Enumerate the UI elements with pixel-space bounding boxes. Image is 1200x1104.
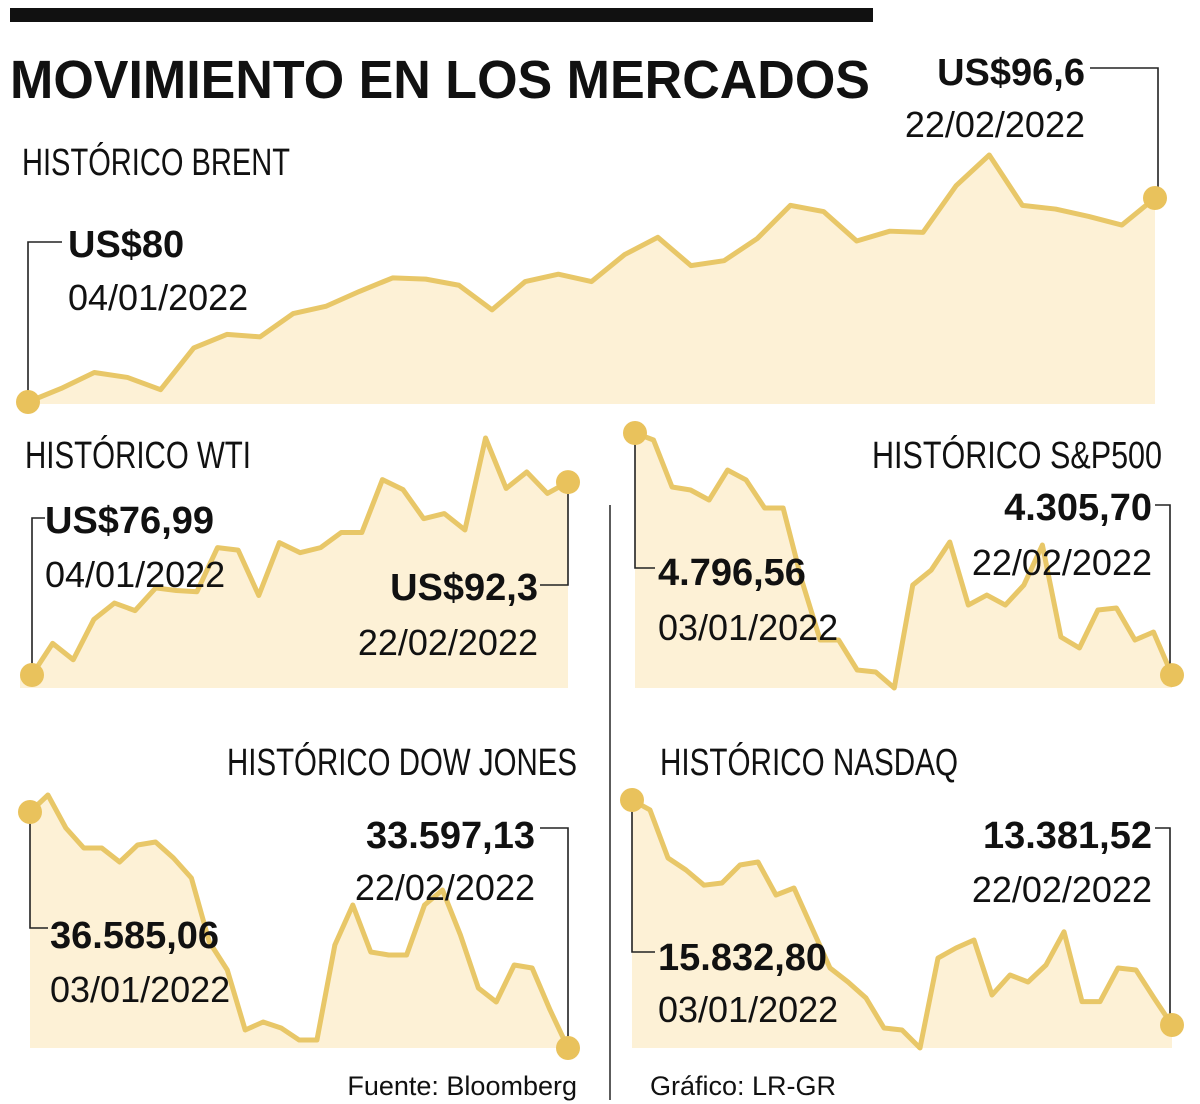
leader-line [540, 827, 569, 1048]
date-label: 22/02/2022 [355, 867, 535, 908]
chart-title: HISTÓRICO BRENT [22, 141, 290, 184]
leader-line [1155, 827, 1171, 1025]
leader-line [1155, 504, 1171, 675]
value-label: US$80 [68, 224, 184, 266]
end-dot [1160, 1013, 1184, 1038]
chart-title: HISTÓRICO DOW JONES [227, 741, 577, 784]
leader-line [27, 241, 62, 402]
date-label: 04/01/2022 [68, 277, 248, 318]
area-fill [20, 155, 1155, 404]
leader-line [31, 517, 45, 675]
price-line [28, 792, 571, 1050]
area-fill [30, 795, 568, 1048]
end-dot [556, 470, 580, 495]
date-label: 04/01/2022 [45, 554, 225, 595]
date-label: 22/02/2022 [905, 104, 1085, 145]
date-label: 22/02/2022 [358, 622, 538, 663]
area-fill [635, 433, 1172, 688]
end-dot [20, 663, 44, 687]
credit: Gráfico: LR-GR [650, 1071, 836, 1101]
top-rule [10, 8, 873, 22]
end-dot [556, 1036, 580, 1060]
value-label: US$96,6 [937, 52, 1085, 94]
price-line [634, 430, 1175, 691]
end-dot [16, 390, 40, 414]
price-line [630, 797, 1175, 1051]
leader-line [540, 482, 569, 586]
value-label: 15.832,80 [658, 937, 827, 979]
end-dot [623, 421, 647, 445]
date-label: 03/01/2022 [658, 989, 838, 1030]
leader-line [634, 433, 655, 569]
date-label: 22/02/2022 [972, 869, 1152, 910]
value-label: 33.597,13 [366, 815, 535, 857]
value-label: 4.796,56 [658, 552, 806, 594]
date-label: 03/01/2022 [658, 607, 838, 648]
value-label: US$76,99 [45, 500, 214, 542]
area-fill [20, 438, 568, 688]
end-dot [1160, 663, 1184, 688]
end-dot [620, 788, 644, 812]
value-label: 4.305,70 [1004, 487, 1152, 529]
chart-title: HISTÓRICO WTI [25, 434, 251, 477]
chart-title: HISTÓRICO S&P500 [872, 434, 1162, 477]
value-label: 36.585,06 [50, 915, 219, 957]
price-line [27, 152, 1157, 405]
date-label: 03/01/2022 [50, 969, 230, 1010]
value-label: 13.381,52 [983, 815, 1152, 857]
leader-line [29, 812, 48, 929]
area-fill [632, 800, 1172, 1048]
end-dot [1143, 186, 1167, 211]
source: Fuente: Bloomberg [347, 1071, 577, 1101]
leader-line [631, 800, 655, 953]
date-label: 22/02/2022 [972, 542, 1152, 583]
leader-line [1090, 67, 1159, 198]
page-title: MOVIMIENTO EN LOS MERCADOS [10, 50, 870, 110]
end-dot [18, 800, 42, 825]
value-label: US$92,3 [390, 567, 538, 609]
chart-title: HISTÓRICO NASDAQ [660, 741, 958, 784]
price-line [29, 435, 570, 677]
